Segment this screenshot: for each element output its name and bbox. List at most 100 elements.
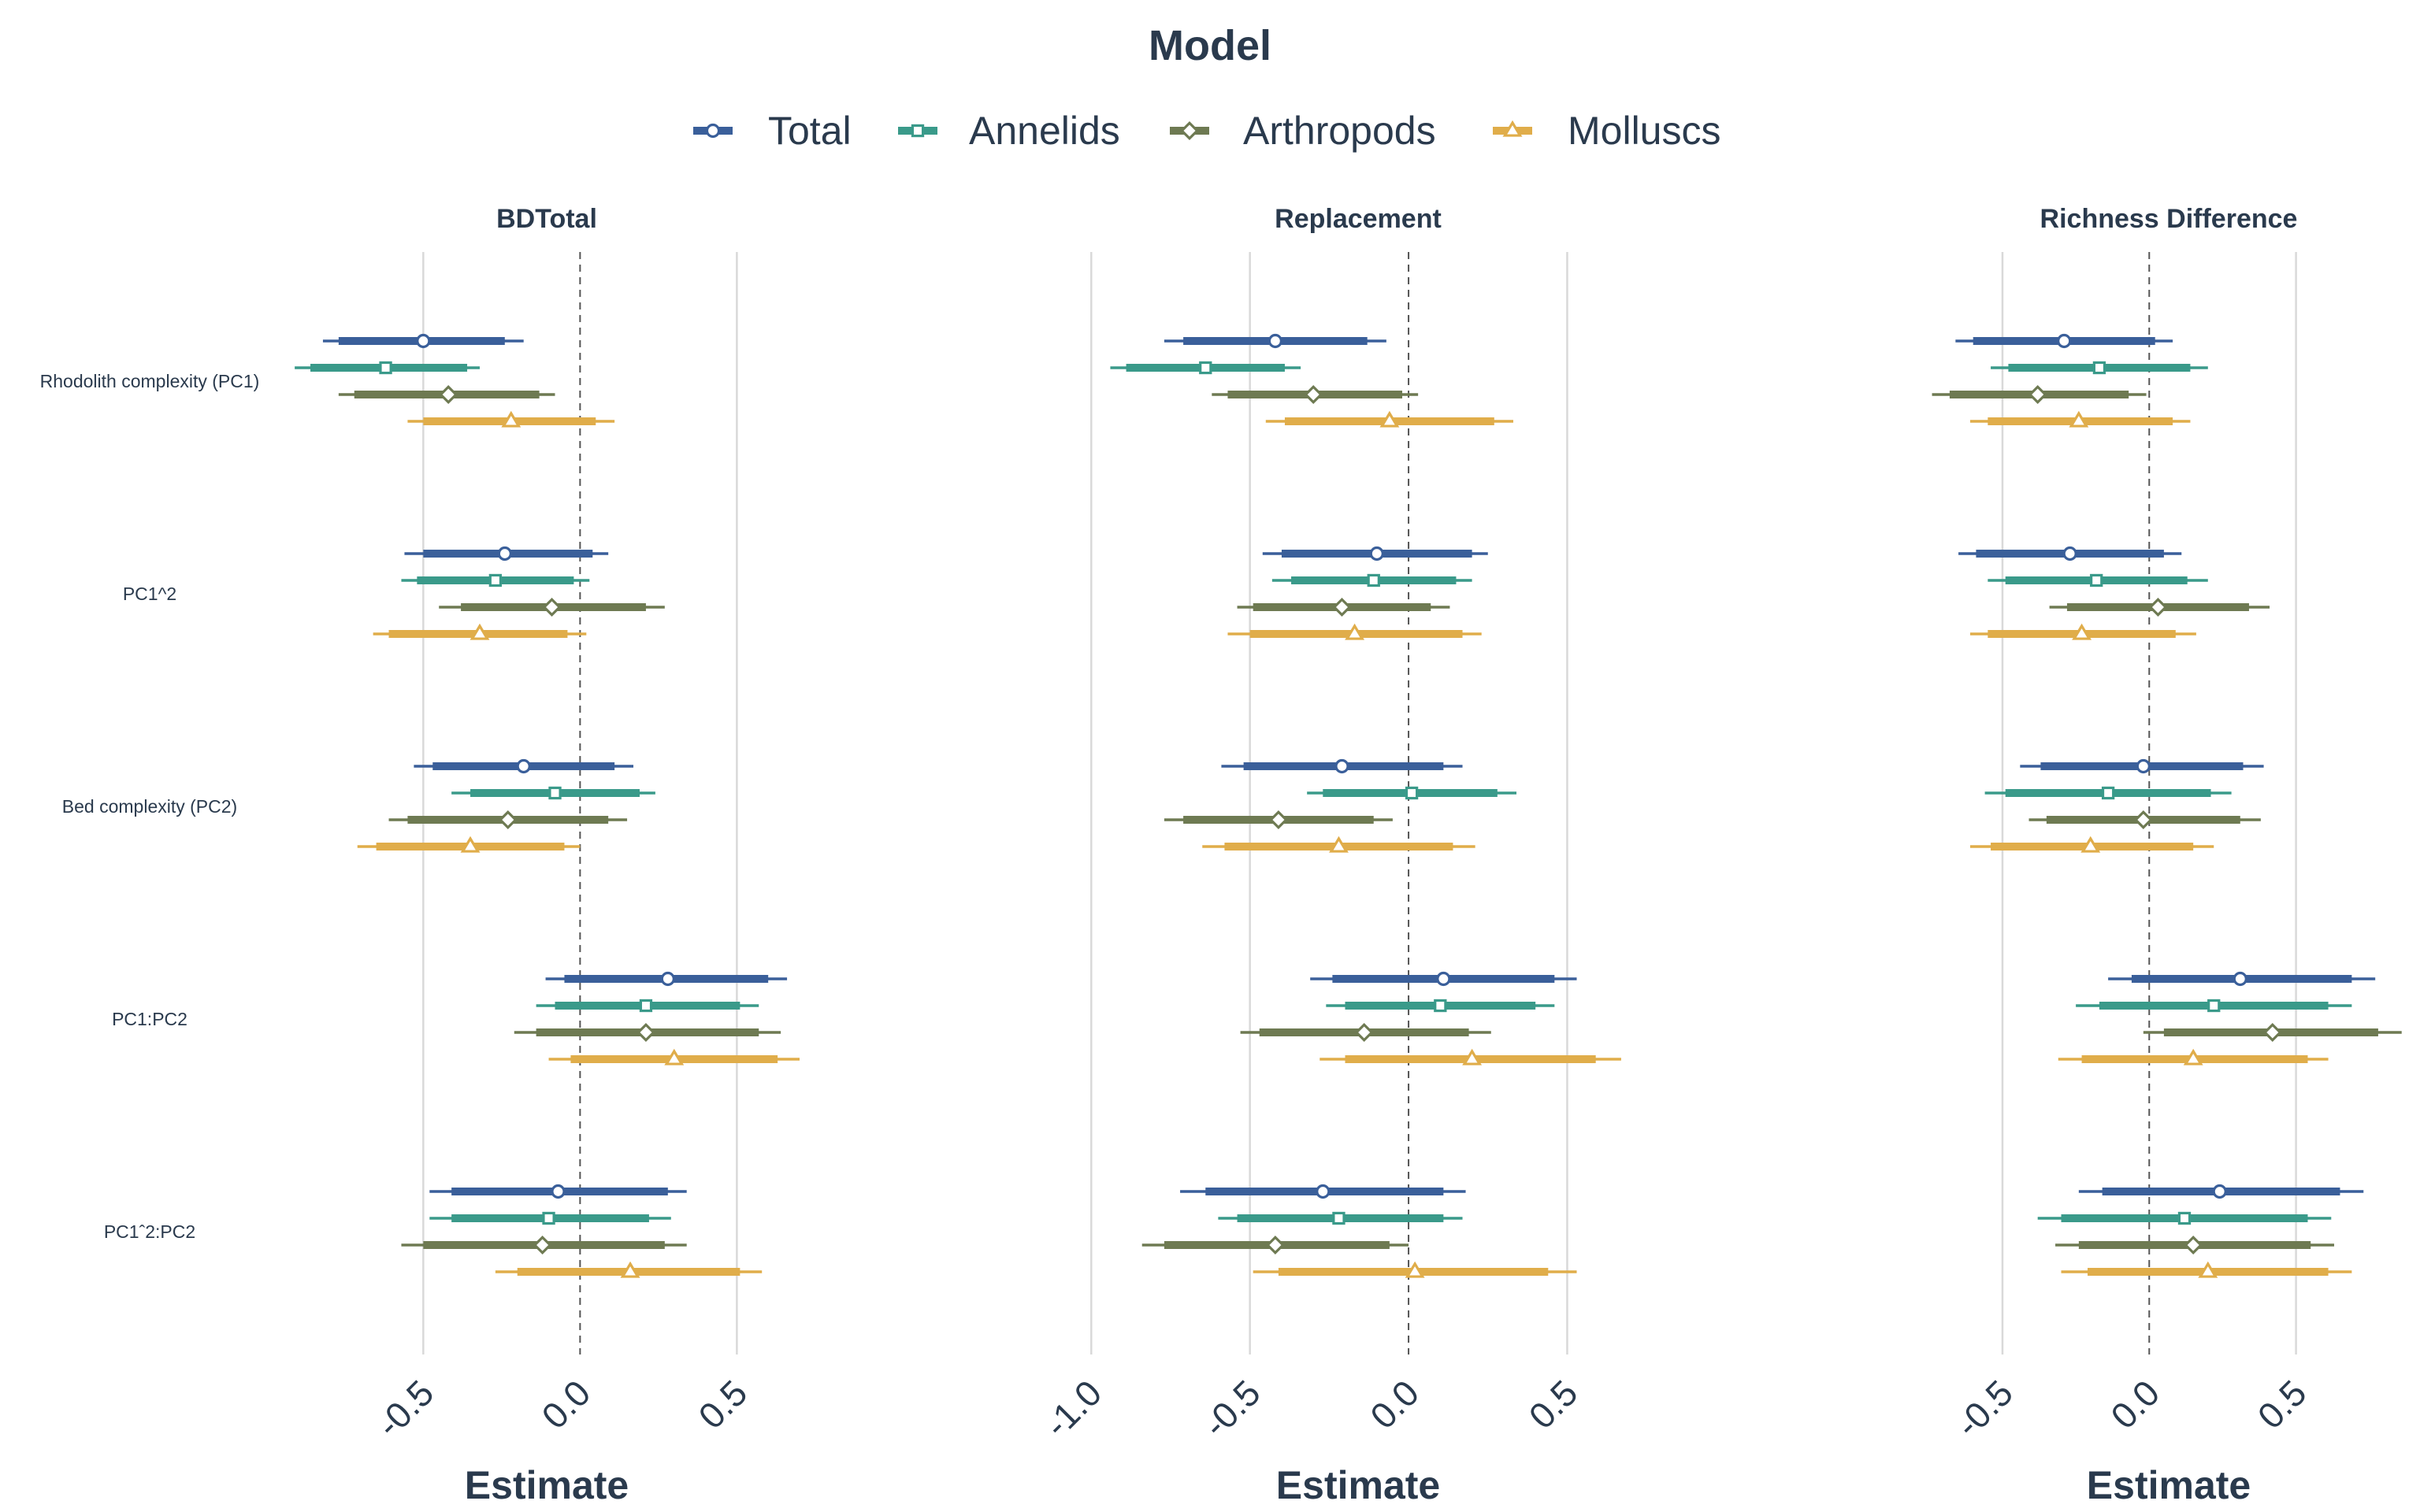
estimate-molluscs xyxy=(2058,1048,2329,1065)
estimate-annelids xyxy=(451,786,655,800)
estimate-annelids xyxy=(1271,573,1472,587)
legend-label: Arthropods xyxy=(1243,109,1436,153)
row-label-rhodolith-complexity-pc1: Rhodolith complexity (PC1) xyxy=(40,371,260,391)
facet-panels: BDTotal -0.5 0.0 0.5 Estimate Replacement -1.0… xyxy=(295,204,2402,1507)
x-tick-label: 0.0 xyxy=(2103,1372,2167,1436)
row-label-pc1-2-pc2: PC1ˆ2:PC2 xyxy=(104,1221,195,1242)
point-estimate-square-icon xyxy=(2101,786,2115,800)
estimate-arthropods xyxy=(514,1022,781,1043)
estimate-arthropods xyxy=(388,810,628,830)
estimate-annelids xyxy=(401,573,590,587)
point-estimate-circle-icon xyxy=(516,758,531,774)
estimate-total xyxy=(1164,333,1386,349)
point-estimate-diamond-icon xyxy=(542,597,562,617)
estimate-annelids xyxy=(1307,786,1516,800)
point-estimate-triangle-icon xyxy=(664,1048,685,1065)
point-estimate-square-icon xyxy=(1405,786,1419,800)
x-axis-title: Estimate xyxy=(2087,1463,2251,1507)
point-estimate-square-icon xyxy=(2092,361,2106,375)
x-tick-label: 0.0 xyxy=(533,1372,598,1436)
term-group-bed-complexity-pc2 xyxy=(357,758,655,853)
point-estimate-diamond-icon xyxy=(2148,597,2168,617)
estimate-arthropods xyxy=(2055,1235,2335,1255)
point-estimate-circle-icon xyxy=(1316,1184,1331,1199)
term-group-rhodolith-complexity-pc1 xyxy=(1932,333,2208,428)
estimate-total xyxy=(404,546,609,561)
estimate-total xyxy=(1262,546,1488,561)
row-label-pc1-pc2: PC1:PC2 xyxy=(112,1009,187,1029)
estimate-total xyxy=(429,1184,687,1199)
estimate-arthropods xyxy=(2049,597,2270,617)
row-label-bed-complexity-pc2: Bed complexity (PC2) xyxy=(62,796,237,817)
row-label-pc1-2: PC1^2 xyxy=(123,584,176,604)
point-estimate-square-icon xyxy=(1367,573,1380,587)
point-estimate-circle-icon xyxy=(1334,758,1349,774)
point-estimate-diamond-icon xyxy=(1304,384,1323,405)
estimate-annelids xyxy=(1991,361,2208,375)
estimate-total xyxy=(1180,1184,1466,1199)
x-tick-label: 0.0 xyxy=(1362,1372,1427,1436)
estimate-arthropods xyxy=(1932,384,2147,405)
estimate-total xyxy=(1958,546,2182,561)
estimate-molluscs xyxy=(1227,623,1482,640)
estimate-molluscs xyxy=(1969,623,2196,640)
point-estimate-diamond-icon xyxy=(2028,384,2047,405)
x-tick-label: -0.5 xyxy=(1195,1372,1268,1445)
point-estimate-diamond-icon xyxy=(1268,810,1288,830)
estimate-molluscs xyxy=(373,623,587,640)
estimate-annelids xyxy=(536,999,759,1013)
point-estimate-circle-icon xyxy=(2212,1184,2227,1199)
estimate-annelids xyxy=(1110,361,1301,375)
point-estimate-circle-icon xyxy=(551,1184,566,1199)
point-estimate-circle-icon xyxy=(2233,971,2247,987)
point-estimate-circle-icon xyxy=(2136,758,2151,774)
point-estimate-triangle-icon xyxy=(2080,836,2101,853)
estimate-annelids xyxy=(1984,786,2232,800)
estimate-total xyxy=(322,333,524,349)
row-labels: Rhodolith complexity (PC1) PC1^2 Bed compl… xyxy=(40,371,260,1242)
panel-title: BDTotal xyxy=(496,204,597,234)
estimate-annelids xyxy=(1218,1211,1463,1225)
point-estimate-triangle-icon xyxy=(1462,1048,1483,1065)
estimate-molluscs xyxy=(1969,410,2191,428)
term-group-pc1-2-pc2 xyxy=(1141,1184,1577,1278)
point-estimate-triangle-icon xyxy=(460,836,481,853)
point-estimate-square-icon xyxy=(1199,361,1212,375)
legend-key-square-icon xyxy=(911,124,925,138)
x-tick-label: 0.5 xyxy=(2250,1372,2314,1436)
legend-item-molluscs: Molluscs xyxy=(1493,109,1720,153)
estimate-arthropods xyxy=(1212,384,1419,405)
legend-key-diamond-icon xyxy=(1179,120,1200,141)
point-estimate-circle-icon xyxy=(1436,971,1451,987)
estimate-molluscs xyxy=(1969,836,2214,853)
estimate-annelids xyxy=(2037,1211,2332,1225)
point-estimate-triangle-icon xyxy=(501,410,521,428)
point-estimate-square-icon xyxy=(1434,999,1447,1013)
estimate-molluscs xyxy=(548,1048,800,1065)
estimate-molluscs xyxy=(357,836,581,853)
point-estimate-diamond-icon xyxy=(498,810,518,830)
point-estimate-square-icon xyxy=(2090,573,2103,587)
estimate-arthropods xyxy=(439,597,665,617)
estimate-total xyxy=(2020,758,2264,774)
point-estimate-circle-icon xyxy=(2062,546,2077,561)
x-tick-label: -0.5 xyxy=(1947,1372,2021,1445)
term-group-bed-complexity-pc2 xyxy=(1164,758,1516,853)
point-estimate-square-icon xyxy=(488,573,503,587)
point-estimate-triangle-icon xyxy=(1329,836,1349,853)
estimate-arthropods xyxy=(2028,810,2261,830)
point-estimate-circle-icon xyxy=(2057,333,2072,349)
term-group-rhodolith-complexity-pc1 xyxy=(1110,333,1513,428)
estimate-total xyxy=(2108,971,2376,987)
estimate-arthropods xyxy=(401,1235,687,1255)
estimate-arthropods xyxy=(1141,1235,1409,1255)
point-estimate-diamond-icon xyxy=(636,1022,655,1043)
estimate-arthropods xyxy=(2143,1022,2402,1043)
point-estimate-triangle-icon xyxy=(620,1261,640,1278)
estimate-total xyxy=(1221,758,1463,774)
estimate-molluscs xyxy=(1253,1261,1577,1278)
estimate-total xyxy=(1955,333,2173,349)
estimate-annelids xyxy=(2076,999,2352,1013)
estimate-annelids xyxy=(1326,999,1555,1013)
